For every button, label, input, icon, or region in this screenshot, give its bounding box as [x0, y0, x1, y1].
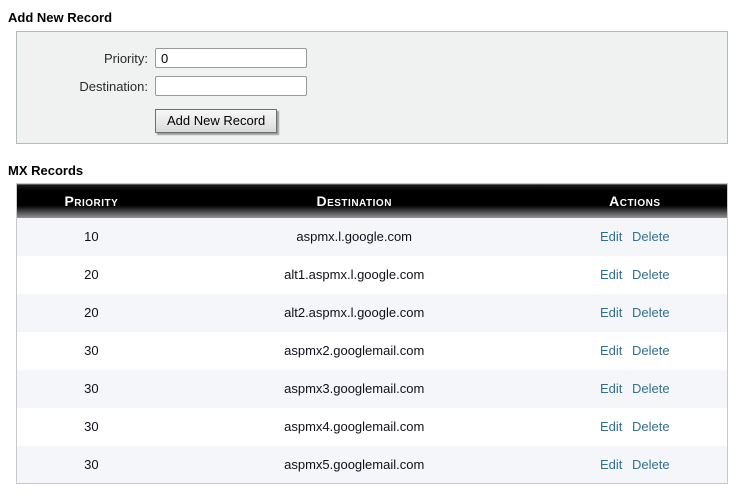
priority-cell: 30: [84, 456, 99, 472]
delete-link[interactable]: Delete: [632, 305, 670, 320]
mx-records-section-title: MX Records: [8, 163, 84, 178]
table-row: 20 alt1.aspmx.l.google.com Edit Delete: [16, 255, 728, 294]
mx-table-body: 10 aspmx.l.google.com Edit Delete 20 alt…: [16, 217, 728, 484]
priority-cell: 30: [84, 381, 99, 396]
column-header-actions: Actions: [542, 183, 728, 218]
add-record-panel: Priority: Destination: Add New Record: [16, 31, 728, 144]
actions-cell: Edit Delete: [543, 256, 728, 294]
delete-link[interactable]: Delete: [632, 343, 670, 358]
actions-cell: Edit Delete: [543, 218, 728, 256]
priority-cell: 20: [84, 305, 99, 320]
table-row: 10 aspmx.l.google.com Edit Delete: [16, 217, 728, 256]
destination-cell: alt1.aspmx.l.google.com: [284, 267, 425, 282]
actions-cell: Edit Delete: [543, 408, 728, 446]
table-row: 30 aspmx2.googlemail.com Edit Delete: [16, 331, 728, 370]
add-new-record-button[interactable]: Add New Record: [155, 109, 278, 133]
destination-cell: aspmx.l.google.com: [296, 229, 413, 244]
delete-link[interactable]: Delete: [632, 456, 670, 472]
mx-table-header: Priority Destination Actions: [16, 183, 728, 218]
edit-link[interactable]: Edit: [600, 456, 623, 472]
actions-cell: Edit Delete: [543, 294, 728, 332]
delete-link[interactable]: Delete: [632, 267, 670, 282]
destination-cell: aspmx4.googlemail.com: [284, 419, 425, 434]
table-row: 20 alt2.aspmx.l.google.com Edit Delete: [16, 293, 728, 332]
destination-cell: aspmx3.googlemail.com: [284, 381, 425, 396]
priority-cell: 10: [84, 229, 99, 244]
edit-link[interactable]: Edit: [600, 267, 623, 282]
priority-label: Priority:: [103, 50, 148, 66]
actions-cell: Edit Delete: [543, 332, 728, 370]
destination-cell: aspmx5.googlemail.com: [284, 456, 425, 472]
destination-label: Destination:: [79, 78, 148, 94]
table-row: 30 aspmx3.googlemail.com Edit Delete: [16, 369, 728, 408]
add-record-section-title: Add New Record: [8, 10, 113, 25]
priority-cell: 20: [84, 267, 99, 282]
actions-cell: Edit Delete: [543, 370, 728, 408]
destination-cell: aspmx2.googlemail.com: [284, 343, 425, 358]
column-header-priority: Priority: [16, 183, 166, 218]
delete-link[interactable]: Delete: [632, 229, 670, 244]
table-row: 30 aspmx4.googlemail.com Edit Delete: [16, 407, 728, 446]
edit-link[interactable]: Edit: [600, 419, 623, 434]
edit-link[interactable]: Edit: [600, 343, 623, 358]
edit-link[interactable]: Edit: [600, 305, 623, 320]
destination-input[interactable]: [155, 76, 307, 96]
column-header-destination: Destination: [165, 183, 543, 218]
destination-form-row: Destination:: [17, 76, 727, 96]
priority-form-row: Priority:: [17, 48, 727, 68]
delete-link[interactable]: Delete: [632, 419, 670, 434]
destination-cell: alt2.aspmx.l.google.com: [284, 305, 425, 320]
table-row: 30 aspmx5.googlemail.com Edit Delete: [16, 445, 728, 484]
edit-link[interactable]: Edit: [600, 381, 623, 396]
submit-button-row: Add New Record: [155, 109, 727, 133]
edit-link[interactable]: Edit: [600, 229, 623, 244]
mx-records-table: Priority Destination Actions 10 aspmx.l.…: [16, 183, 728, 484]
delete-link[interactable]: Delete: [632, 381, 670, 396]
priority-cell: 30: [84, 419, 99, 434]
actions-cell: Edit Delete: [543, 446, 728, 484]
priority-cell: 30: [84, 343, 99, 358]
priority-input[interactable]: [155, 48, 307, 68]
